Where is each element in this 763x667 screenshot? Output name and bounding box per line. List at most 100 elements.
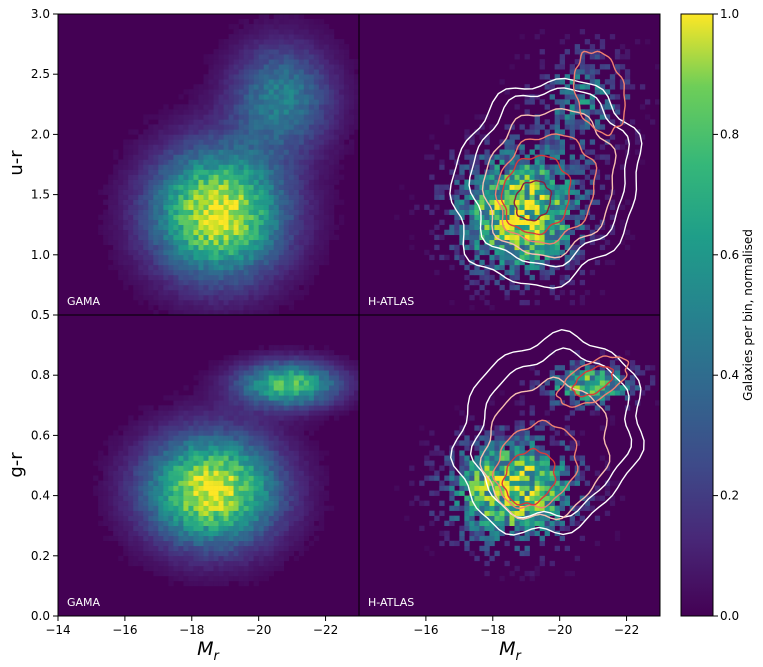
heatmap-cell bbox=[283, 134, 290, 140]
heatmap-cell bbox=[549, 189, 555, 195]
heatmap-cell bbox=[218, 425, 224, 431]
heatmap-cell bbox=[143, 239, 149, 246]
heatmap-cell bbox=[138, 560, 144, 567]
heatmap-cell bbox=[559, 229, 565, 236]
heatmap-cell bbox=[624, 49, 631, 55]
heatmap-cell bbox=[148, 475, 154, 481]
heatmap-cell bbox=[178, 254, 184, 261]
heatmap-cell bbox=[178, 209, 184, 215]
heatmap-cell bbox=[474, 279, 480, 286]
heatmap-cell bbox=[529, 244, 535, 251]
heatmap-cell bbox=[318, 139, 325, 145]
heatmap-cell bbox=[579, 224, 586, 231]
heatmap-cell bbox=[353, 360, 360, 366]
heatmap-cell bbox=[283, 99, 290, 105]
heatmap-cell bbox=[253, 475, 259, 481]
heatmap-cell bbox=[223, 560, 229, 567]
heatmap-cell bbox=[318, 89, 325, 95]
heatmap-cell bbox=[604, 99, 611, 105]
heatmap-cell bbox=[273, 169, 280, 175]
heatmap-cell bbox=[208, 109, 214, 115]
heatmap-cell bbox=[273, 74, 280, 80]
heatmap-cell bbox=[173, 550, 179, 557]
heatmap-cell bbox=[223, 159, 229, 165]
heatmap-cell bbox=[559, 204, 565, 210]
heatmap-cell bbox=[328, 355, 335, 361]
heatmap-cell bbox=[273, 79, 280, 85]
heatmap-cell bbox=[188, 400, 194, 406]
heatmap-cell bbox=[268, 540, 275, 547]
heatmap-cell bbox=[258, 234, 264, 241]
heatmap-cell bbox=[278, 194, 285, 200]
heatmap-cell bbox=[253, 244, 259, 251]
heatmap-cell bbox=[323, 224, 330, 231]
heatmap-cell bbox=[323, 169, 330, 175]
heatmap-cell bbox=[273, 129, 280, 135]
heatmap-cell bbox=[158, 239, 164, 246]
heatmap-cell bbox=[313, 189, 320, 195]
heatmap-cell bbox=[308, 264, 315, 271]
heatmap-cell bbox=[213, 575, 219, 582]
heatmap-cell bbox=[288, 144, 295, 150]
heatmap-cell bbox=[118, 470, 124, 476]
heatmap-cell bbox=[313, 380, 320, 386]
heatmap-cell bbox=[238, 59, 244, 65]
heatmap-cell bbox=[163, 540, 169, 547]
heatmap-cell bbox=[293, 219, 300, 225]
heatmap-cell bbox=[298, 515, 305, 521]
heatmap-cell bbox=[138, 405, 144, 411]
heatmap-cell bbox=[308, 440, 315, 446]
heatmap-cell bbox=[218, 520, 224, 526]
heatmap-cell bbox=[218, 64, 224, 70]
heatmap-cell bbox=[529, 189, 535, 195]
heatmap-cell bbox=[203, 425, 209, 431]
heatmap-cell bbox=[148, 415, 154, 421]
heatmap-cell bbox=[173, 430, 179, 436]
heatmap-cell bbox=[248, 435, 254, 441]
heatmap-cell bbox=[263, 405, 269, 411]
heatmap-cell bbox=[333, 149, 340, 155]
heatmap-cell bbox=[509, 244, 515, 251]
heatmap-cell bbox=[298, 224, 305, 231]
heatmap-cell bbox=[248, 114, 254, 120]
heatmap-cell bbox=[183, 109, 189, 115]
heatmap-cell bbox=[238, 159, 244, 165]
heatmap-cell bbox=[133, 209, 139, 215]
heatmap-cell bbox=[208, 435, 214, 441]
heatmap-cell bbox=[313, 44, 320, 50]
heatmap-cell bbox=[148, 500, 154, 506]
heatmap-cell bbox=[283, 154, 290, 160]
heatmap-cell bbox=[238, 239, 244, 246]
heatmap-cell bbox=[238, 34, 244, 40]
heatmap-cell bbox=[258, 380, 264, 386]
heatmap-cell bbox=[464, 154, 470, 160]
heatmap-cell bbox=[238, 84, 244, 90]
heatmap-cell bbox=[148, 525, 154, 532]
heatmap-cell bbox=[348, 104, 355, 110]
heatmap-cell bbox=[178, 415, 184, 421]
heatmap-cell bbox=[193, 545, 199, 552]
heatmap-cell bbox=[228, 49, 234, 55]
heatmap-cell bbox=[328, 184, 335, 190]
heatmap-cell bbox=[343, 84, 350, 90]
heatmap-cell bbox=[439, 254, 445, 261]
heatmap-cell bbox=[248, 465, 254, 471]
heatmap-cell bbox=[203, 74, 209, 80]
heatmap-cell bbox=[258, 395, 264, 401]
heatmap-cell bbox=[268, 89, 275, 95]
heatmap-cell bbox=[283, 24, 290, 30]
heatmap-cell bbox=[263, 530, 269, 537]
heatmap-cell bbox=[203, 480, 209, 486]
heatmap-cell bbox=[183, 244, 189, 251]
heatmap-cell bbox=[243, 134, 249, 140]
heatmap-cell bbox=[138, 530, 144, 537]
heatmap-cell bbox=[474, 154, 480, 160]
heatmap-cell bbox=[218, 440, 224, 446]
heatmap-cell bbox=[348, 74, 355, 80]
heatmap-cell bbox=[173, 224, 179, 231]
heatmap-cell bbox=[223, 189, 229, 195]
heatmap-cell bbox=[133, 420, 139, 426]
heatmap-cell bbox=[178, 244, 184, 251]
heatmap-cell bbox=[118, 480, 124, 486]
heatmap-cell bbox=[243, 34, 249, 40]
